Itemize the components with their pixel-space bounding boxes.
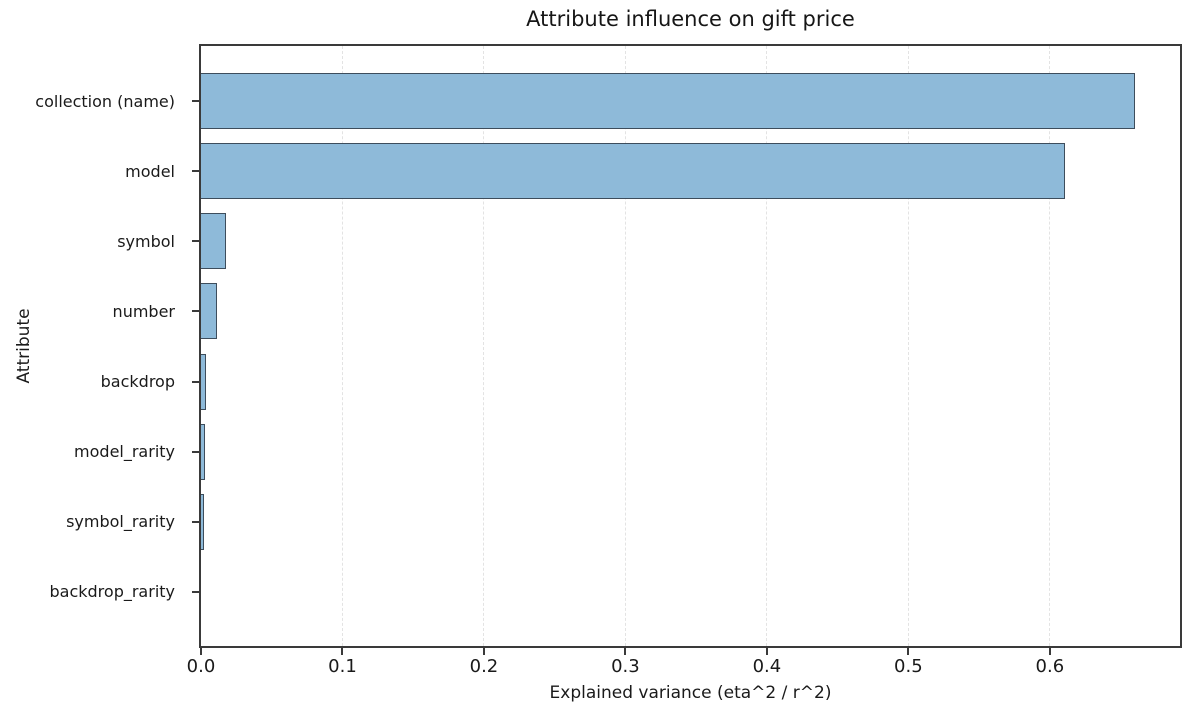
- y-axis-tick-marks: [192, 46, 199, 646]
- x-axis-tick-marks: [200, 648, 1180, 655]
- bar: [201, 73, 1135, 130]
- y-axis-tick-labels: collection (name) model symbol number backdr…: [0, 46, 187, 646]
- y-label-row: model: [0, 136, 187, 206]
- y-tick-mark: [192, 380, 199, 383]
- bar-row: [201, 417, 1180, 487]
- y-label-row: number: [0, 276, 187, 346]
- y-tick-label: backdrop_rarity: [49, 582, 176, 602]
- gridline: [766, 46, 768, 646]
- y-tick-row: [192, 136, 199, 206]
- bar: [201, 283, 217, 340]
- y-tick-label: number: [112, 301, 175, 321]
- bar-row: [201, 276, 1180, 346]
- y-tick-row: [192, 347, 199, 417]
- x-tick-label: 0.6: [1035, 656, 1065, 677]
- bars-layer: [201, 46, 1180, 646]
- bar-row: [201, 206, 1180, 276]
- bar-row: [201, 487, 1180, 557]
- bar: [201, 423, 206, 480]
- y-tick-mark: [192, 170, 199, 173]
- grid-layer: [201, 46, 1180, 646]
- bar: [201, 213, 227, 270]
- bar: [201, 143, 1066, 200]
- x-tick-mark: [907, 648, 910, 655]
- gridline: [341, 46, 343, 646]
- y-tick-row: [192, 557, 199, 627]
- y-tick-mark: [192, 520, 199, 523]
- bar: [201, 493, 204, 550]
- gridline: [1049, 46, 1051, 646]
- y-tick-row: [192, 487, 199, 557]
- bar-row: [201, 136, 1180, 206]
- y-tick-row: [192, 276, 199, 346]
- x-tick-mark: [482, 648, 485, 655]
- x-tick-label: 0.2: [469, 656, 499, 677]
- y-tick-label: symbol: [117, 231, 175, 251]
- x-tick-mark: [1048, 648, 1051, 655]
- x-tick-mark: [341, 648, 344, 655]
- y-tick-label: model: [125, 161, 175, 181]
- bar-row: [201, 557, 1180, 627]
- bar: [201, 353, 206, 410]
- y-label-row: backdrop: [0, 347, 187, 417]
- y-tick-row: [192, 66, 199, 136]
- x-tick-mark: [200, 648, 202, 655]
- y-label-row: model_rarity: [0, 417, 187, 487]
- x-axis-tick-labels: 0.0 0.1 0.2 0.3 0.4 0.5 0.6: [187, 656, 1180, 678]
- y-label-row: symbol: [0, 206, 187, 276]
- y-tick-mark: [192, 100, 199, 103]
- x-tick-label: 0.1: [328, 656, 357, 677]
- y-label-row: symbol_rarity: [0, 487, 187, 557]
- y-tick-label: collection (name): [35, 91, 175, 111]
- y-tick-mark: [192, 240, 199, 243]
- x-tick-label: 0.3: [611, 656, 640, 677]
- gridline: [907, 46, 909, 646]
- x-tick-mark: [624, 648, 627, 655]
- bar-row: [201, 66, 1180, 136]
- x-tick-label: 0.4: [752, 656, 782, 677]
- y-tick-label: backdrop: [100, 372, 175, 392]
- y-label-row: backdrop_rarity: [0, 557, 187, 627]
- gridline: [624, 46, 626, 646]
- chart-title: Attribute influence on gift price: [526, 7, 855, 31]
- y-tick-label: model_rarity: [74, 442, 175, 462]
- x-tick-label: 0.5: [894, 656, 923, 677]
- x-tick-label: 0.0: [186, 656, 216, 677]
- plot-area: [199, 44, 1182, 648]
- y-tick-row: [192, 417, 199, 487]
- x-tick-mark: [765, 648, 768, 655]
- y-tick-row: [192, 206, 199, 276]
- y-tick-label: symbol_rarity: [66, 512, 175, 532]
- y-tick-mark: [192, 450, 199, 453]
- y-tick-mark: [192, 590, 199, 593]
- y-label-row: collection (name): [0, 66, 187, 136]
- bar-row: [201, 347, 1180, 417]
- y-tick-mark: [192, 310, 199, 313]
- gridline: [483, 46, 485, 646]
- x-axis-label: Explained variance (eta^2 / r^2): [549, 683, 832, 703]
